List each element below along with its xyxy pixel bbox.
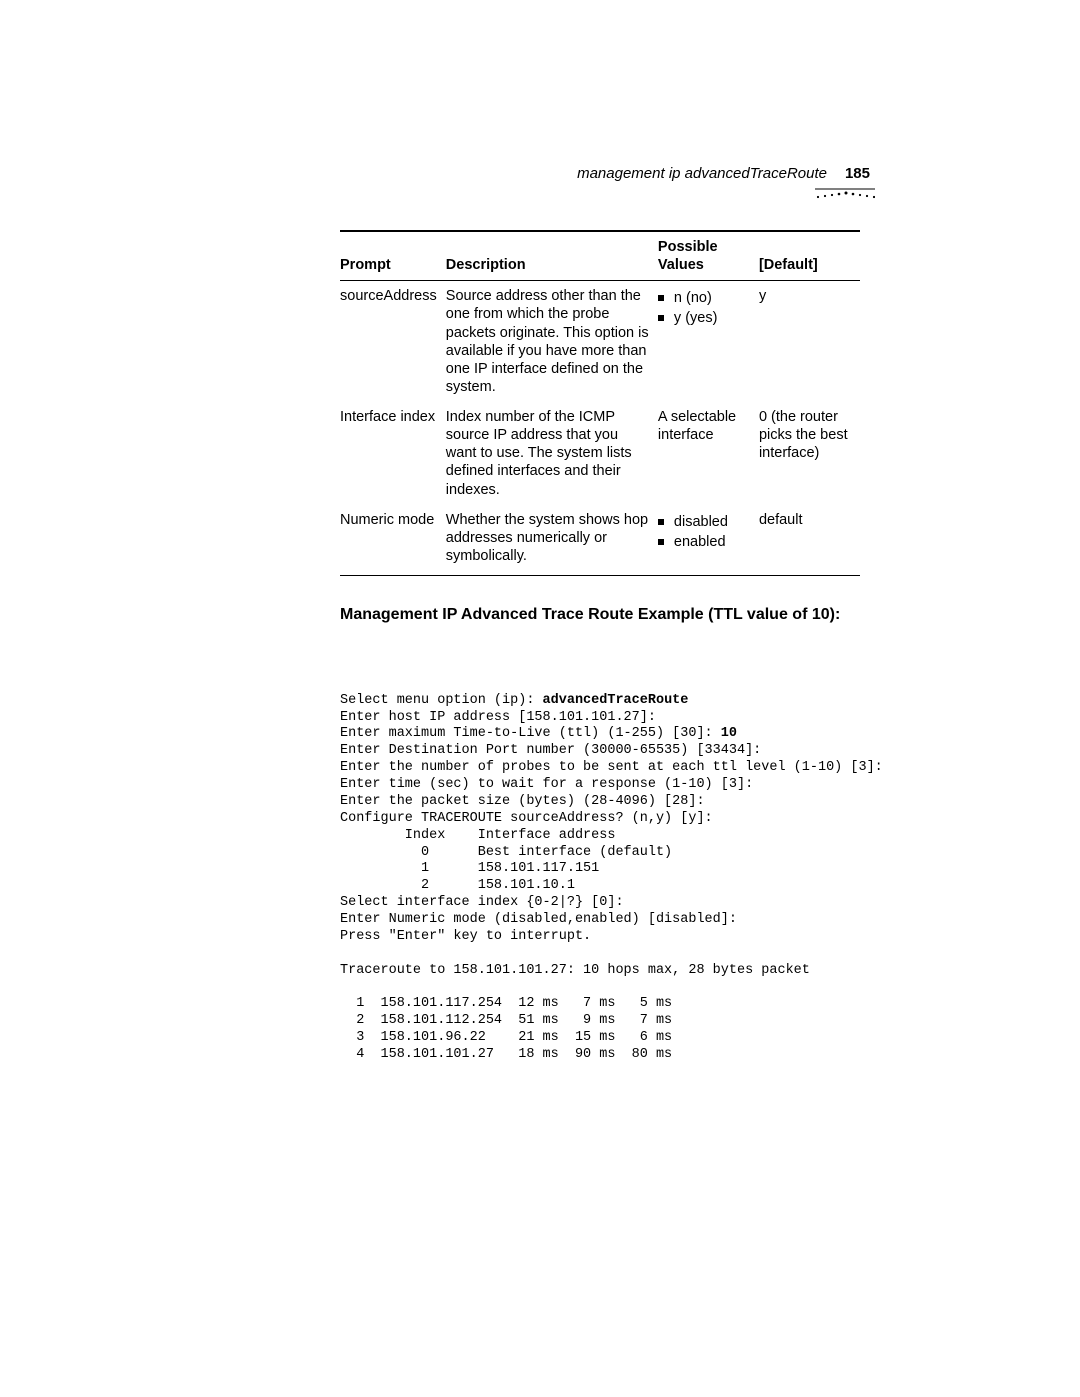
cli-line: Index Interface address — [340, 828, 880, 845]
cell-default: default — [759, 505, 860, 576]
value-item: n (no) — [658, 289, 751, 307]
value-item: y (yes) — [658, 309, 751, 327]
table-row: sourceAddressSource address other than t… — [340, 281, 860, 402]
parameter-table-wrap: Prompt Description Possible Values [Defa… — [340, 230, 880, 576]
cli-line: Configure TRACEROUTE sourceAddress? (n,y… — [340, 811, 880, 828]
value-item: enabled — [658, 533, 751, 551]
cli-line: Select interface index {0-2|?} [0]: — [340, 895, 880, 912]
cli-user-input: 10 — [721, 726, 737, 741]
cli-line: 2 158.101.112.254 51 ms 9 ms 7 ms — [340, 1013, 880, 1030]
cli-line: Enter the packet size (bytes) (28-4096) … — [340, 794, 880, 811]
running-title: management ip advancedTraceRoute — [577, 165, 827, 182]
column-header-values-l2: Values — [658, 257, 704, 273]
cli-line: Enter host IP address [158.101.101.27]: — [340, 710, 880, 727]
cli-line: Enter time (sec) to wait for a response … — [340, 777, 880, 794]
cell-values: A selectable interface — [658, 402, 759, 505]
column-header-default: [Default] — [759, 231, 860, 281]
cli-line: Enter the number of probes to be sent at… — [340, 760, 880, 777]
running-head: management ip advancedTraceRoute 185 — [577, 165, 870, 182]
cli-line: Traceroute to 158.101.101.27: 10 hops ma… — [340, 963, 880, 980]
cli-line: 1 158.101.117.254 12 ms 7 ms 5 ms — [340, 996, 880, 1013]
parameter-table: Prompt Description Possible Values [Defa… — [340, 230, 860, 576]
cell-description: Index number of the ICMP source IP addre… — [446, 402, 658, 505]
page-number: 185 — [845, 165, 870, 182]
cli-line: 2 158.101.10.1 — [340, 878, 880, 895]
cell-description: Whether the system shows hop addresses n… — [446, 505, 658, 576]
cli-example-block: Select menu option (ip): advancedTraceRo… — [340, 642, 880, 1064]
cli-line: 4 158.101.101.27 18 ms 90 ms 80 ms — [340, 1047, 880, 1064]
column-header-prompt: Prompt — [340, 231, 446, 281]
cli-line: Enter Destination Port number (30000-655… — [340, 743, 880, 760]
cell-prompt: Interface index — [340, 402, 446, 505]
table-row: Numeric modeWhether the system shows hop… — [340, 505, 860, 576]
cell-prompt: Numeric mode — [340, 505, 446, 576]
example-heading: Management IP Advanced Trace Route Examp… — [340, 606, 880, 624]
cli-line: Enter maximum Time-to-Live (ttl) (1-255)… — [340, 726, 880, 743]
cli-line: Select menu option (ip): advancedTraceRo… — [340, 693, 880, 710]
column-header-values-l1: Possible — [658, 239, 718, 255]
cell-values: n (no) y (yes) — [658, 281, 759, 402]
column-header-values: Possible Values — [658, 231, 759, 281]
cell-prompt: sourceAddress — [340, 281, 446, 402]
column-header-description: Description — [446, 231, 658, 281]
cli-line — [340, 946, 880, 963]
cli-line: Enter Numeric mode (disabled,enabled) [d… — [340, 912, 880, 929]
cli-line: 0 Best interface (default) — [340, 845, 880, 862]
cell-values: disabled enabled — [658, 505, 759, 576]
cell-default: 0 (the router picks the best interface) — [759, 402, 860, 505]
cli-line: Press "Enter" key to interrupt. — [340, 929, 880, 946]
cell-default: y — [759, 281, 860, 402]
value-item: disabled — [658, 513, 751, 531]
cell-description: Source address other than the one from w… — [446, 281, 658, 402]
section-divider-icon — [815, 185, 875, 205]
cli-line — [340, 980, 880, 997]
cli-user-input: advancedTraceRoute — [543, 693, 689, 708]
document-page: management ip advancedTraceRoute 185 Pro… — [0, 0, 1080, 1397]
cli-line: 1 158.101.117.151 — [340, 861, 880, 878]
table-row: Interface indexIndex number of the ICMP … — [340, 402, 860, 505]
cli-line: 3 158.101.96.22 21 ms 15 ms 6 ms — [340, 1030, 880, 1047]
